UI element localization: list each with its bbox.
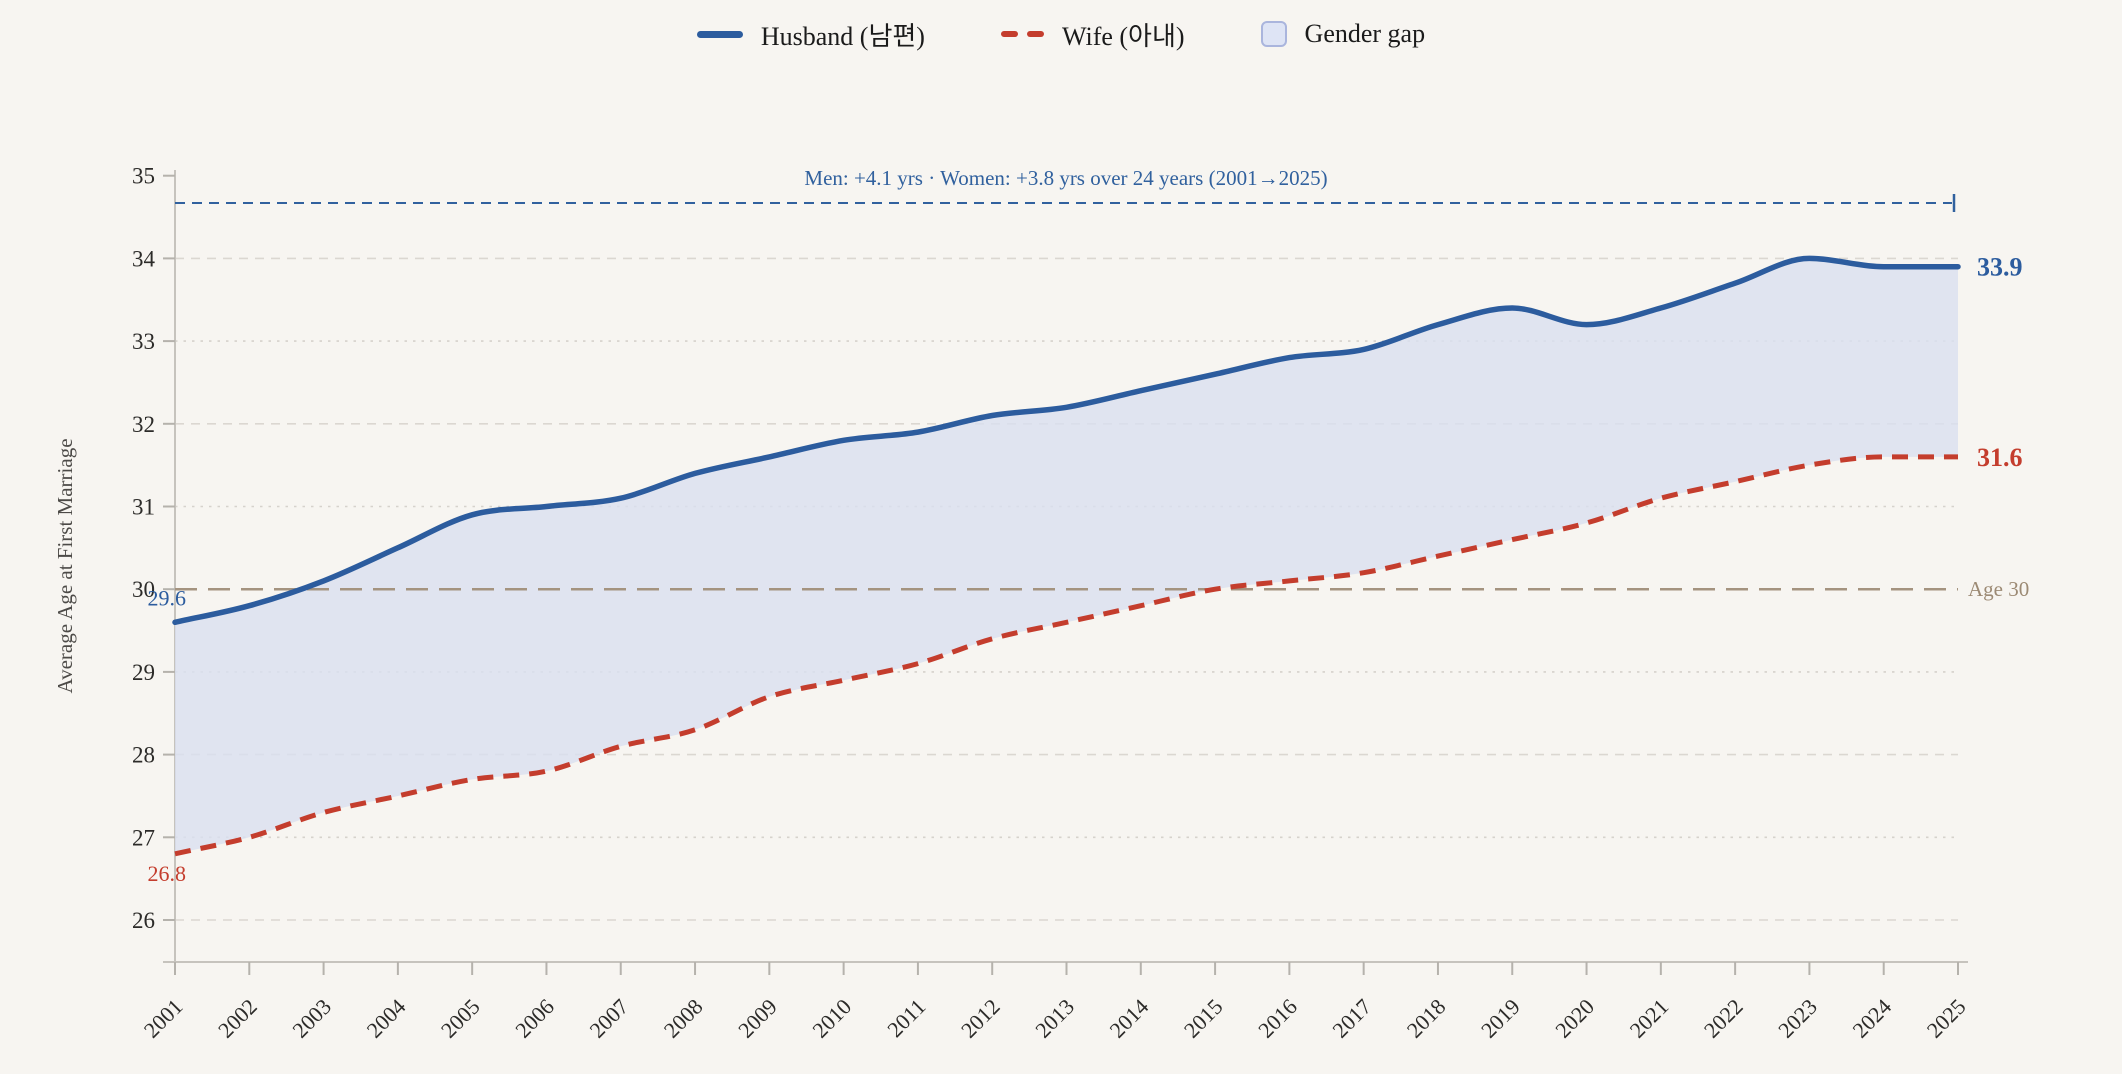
gender-gap-area	[175, 258, 1958, 854]
husband-line	[172, 255, 1961, 626]
svg-text:2012: 2012	[956, 994, 1005, 1043]
y-axis-title: Average Age at First Marriage	[53, 438, 77, 693]
age-30-label: Age 30	[1968, 577, 2029, 601]
legend-label-wife: Wife (아내)	[1061, 21, 1185, 51]
svg-text:28: 28	[132, 743, 155, 768]
gender-gap-swatch-icon	[1260, 21, 1287, 47]
legend-label-gap: Gender gap	[1304, 19, 1426, 48]
svg-text:2022: 2022	[1699, 994, 1748, 1043]
svg-text:30: 30	[132, 577, 155, 602]
svg-text:2005: 2005	[436, 994, 485, 1043]
svg-text:31: 31	[132, 495, 155, 520]
svg-text:29: 29	[132, 660, 155, 685]
husband-end-value-label: 33.9	[1977, 253, 2023, 282]
legend-label-husband: Husband (남편)	[760, 21, 925, 51]
svg-text:2006: 2006	[510, 994, 559, 1043]
svg-text:2014: 2014	[1105, 994, 1154, 1043]
svg-text:2023: 2023	[1773, 994, 1822, 1043]
legend-item-husband: Husband (남편)	[696, 16, 925, 53]
svg-text:2017: 2017	[1327, 994, 1376, 1043]
svg-text:34: 34	[132, 246, 156, 271]
svg-text:2016: 2016	[1253, 994, 1302, 1043]
svg-text:2025: 2025	[1922, 994, 1971, 1043]
svg-text:2015: 2015	[1179, 994, 1228, 1043]
dash-icon	[1000, 31, 1018, 37]
svg-text:2008: 2008	[659, 994, 708, 1043]
wife-end-value-label: 31.6	[1977, 443, 2023, 472]
svg-text:2002: 2002	[213, 994, 262, 1043]
svg-text:2011: 2011	[882, 994, 930, 1042]
wife-line	[174, 454, 1958, 857]
svg-text:33: 33	[132, 329, 155, 354]
svg-text:27: 27	[132, 825, 155, 850]
legend-item-gap: Gender gap	[1260, 19, 1426, 49]
svg-text:32: 32	[132, 412, 155, 437]
svg-text:2013: 2013	[1030, 994, 1079, 1043]
annotation-text: Men: +4.1 yrs · Women: +3.8 yrs over 24 …	[804, 166, 1327, 190]
svg-text:2009: 2009	[733, 994, 782, 1043]
svg-text:2018: 2018	[1402, 994, 1451, 1043]
wife-dashed-line-swatch-icon	[1000, 31, 1044, 37]
husband-line-swatch-icon	[696, 30, 743, 38]
legend-item-wife: Wife (아내)	[1000, 16, 1185, 53]
dash-icon	[1026, 31, 1044, 37]
svg-text:2007: 2007	[584, 994, 633, 1043]
svg-text:26: 26	[132, 908, 155, 933]
wife-start-value-label: 26.8	[148, 861, 187, 886]
svg-text:2003: 2003	[287, 994, 336, 1043]
svg-text:2024: 2024	[1847, 994, 1896, 1043]
svg-text:35: 35	[132, 164, 155, 189]
svg-text:2010: 2010	[807, 994, 856, 1043]
svg-text:2001: 2001	[139, 994, 188, 1043]
svg-text:2004: 2004	[362, 994, 411, 1043]
svg-text:2020: 2020	[1550, 994, 1599, 1043]
chart-legend: Husband (남편) Wife (아내) Gender gap	[0, 10, 2122, 58]
svg-text:2021: 2021	[1625, 994, 1674, 1043]
svg-text:2019: 2019	[1476, 994, 1525, 1043]
husband-start-value-label: 29.6	[148, 585, 187, 610]
